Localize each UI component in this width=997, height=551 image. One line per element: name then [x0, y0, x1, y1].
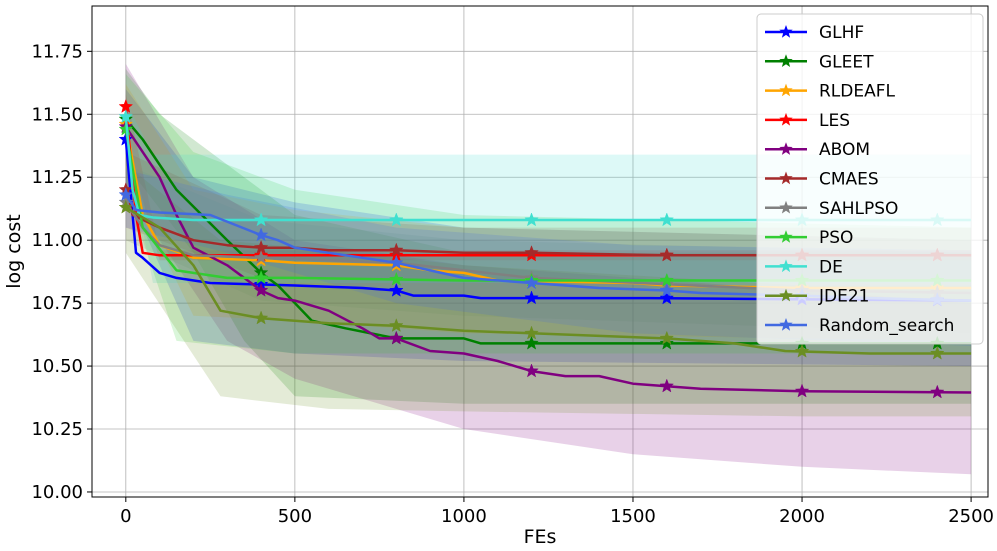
y-tick-label: 10.25: [31, 419, 83, 440]
legend-marker-GLHF: [779, 25, 793, 38]
x-tick-label: 1000: [441, 506, 487, 527]
legend-marker-PSO: [779, 230, 793, 243]
series-line-Random_search: [124, 194, 972, 302]
marker-GLHF: [118, 131, 134, 146]
marker-ABOM: [794, 383, 810, 398]
legend-label: ABOM: [819, 140, 870, 160]
y-axis-title: log cost: [3, 214, 25, 288]
plot-frame: [91, 5, 989, 498]
series-lines: [118, 98, 972, 399]
series-line-CMAES: [124, 189, 972, 257]
marker-GLHF: [524, 290, 539, 305]
marker-GLEET: [659, 335, 675, 350]
legend-label: DE: [819, 257, 843, 277]
legend-label: Random_search: [819, 316, 954, 336]
y-tick-label: 11.50: [31, 104, 83, 125]
band-ABOM: [125, 63, 972, 475]
axis-ticks: 0 500 1000 1500 2000 2500 10.00 10.25 10.50 10.75…: [31, 41, 994, 527]
series-line-GLHF: [124, 139, 972, 302]
marker-CMAES: [388, 242, 404, 257]
series-line-LES: [124, 106, 972, 257]
marker-GLEET: [524, 335, 539, 350]
x-axis-title: FEs: [524, 526, 557, 548]
legend-marker-RLDEAFL: [779, 83, 793, 97]
marker-Random_search: [118, 187, 134, 202]
legend-marker-GLEET: [779, 54, 793, 67]
marker-Random_search: [388, 255, 404, 270]
marker-JDE21: [118, 199, 134, 214]
legend-label: RLDEAFL: [819, 82, 896, 102]
marker-ABOM: [388, 330, 404, 345]
marker-ABOM: [659, 378, 675, 393]
y-tick-label: 10.50: [31, 356, 83, 377]
marker-DE: [118, 109, 134, 124]
marker-JDE21: [524, 325, 539, 340]
x-tick-label: 1500: [610, 506, 656, 527]
legend-marker-Random_search: [779, 318, 793, 331]
legend-marker-CMAES: [779, 171, 793, 185]
marker-CMAES: [659, 247, 675, 262]
legend-marker-SAHLPSO: [779, 200, 793, 214]
marker-DE: [388, 212, 404, 227]
marker-DE: [524, 212, 539, 227]
marker-ABOM: [524, 363, 539, 378]
series-line-JDE21: [125, 206, 972, 355]
legend-marker-JDE21: [779, 288, 793, 302]
marker-CMAES: [524, 245, 539, 259]
legend-marker-DE: [779, 259, 793, 273]
marker-Random_search: [253, 227, 269, 242]
legend-label: LES: [819, 111, 850, 131]
y-tick-label: 10.75: [31, 293, 83, 314]
legend-label: JDE21: [818, 287, 869, 307]
legend-marker-ABOM: [779, 142, 793, 155]
marker-Random_search: [659, 282, 675, 297]
legend-label: CMAES: [819, 170, 879, 190]
legend-box: [756, 13, 984, 345]
marker-JDE21: [388, 318, 404, 332]
marker-ABOM: [929, 384, 945, 399]
legend-label: SAHLPSO: [819, 199, 898, 219]
marker-DE: [659, 212, 675, 227]
x-tick-label: 0: [120, 506, 131, 527]
marker-JDE21: [253, 310, 269, 325]
marker-JDE21: [929, 345, 945, 360]
y-tick-label: 11.25: [31, 167, 83, 188]
marker-Random_search: [524, 275, 539, 290]
marker-PSO: [253, 270, 269, 285]
legend-label: GLHF: [819, 23, 864, 43]
y-tick-label: 10.00: [31, 482, 83, 503]
marker-SAHLPSO: [253, 250, 269, 265]
marker-JDE21: [794, 343, 810, 358]
marker-GLHF: [659, 290, 675, 305]
marker-PSO: [388, 271, 404, 286]
marker-DE: [253, 212, 269, 227]
legend-label: GLEET: [819, 52, 874, 72]
band-JDE21: [125, 164, 972, 417]
series-line-GLEET: [124, 118, 972, 345]
y-tick-label: 11.00: [31, 230, 83, 251]
marker-JDE21: [659, 330, 675, 345]
legend: GLHF GLEET RLDEAFL LES ABOM CMAES SAHLPSO PSO DE…: [756, 13, 984, 345]
x-tick-label: 2500: [948, 506, 994, 527]
y-tick-label: 11.75: [31, 41, 83, 62]
legend-label: PSO: [819, 228, 853, 248]
marker-ABOM: [253, 282, 269, 297]
marker-GLHF: [388, 282, 404, 297]
legend-marker-LES: [779, 112, 793, 126]
x-tick-label: 500: [278, 506, 312, 527]
x-tick-label: 2000: [779, 506, 825, 527]
